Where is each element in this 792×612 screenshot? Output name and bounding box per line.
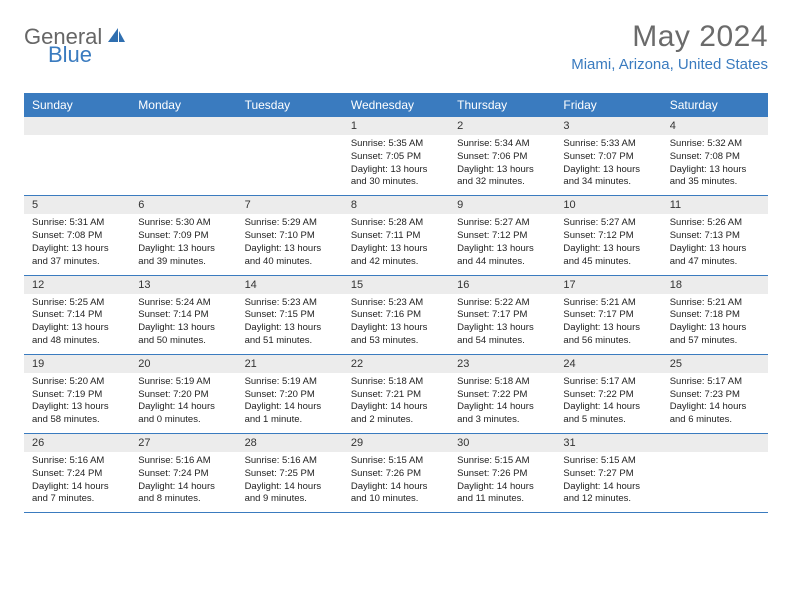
logo-text-2: Blue [48, 42, 92, 67]
day-number: 7 [237, 196, 343, 214]
day-number: 2 [449, 117, 555, 135]
day-content: Sunrise: 5:24 AM Sunset: 7:14 PM Dayligh… [130, 294, 236, 354]
content-row: Sunrise: 5:25 AM Sunset: 7:14 PM Dayligh… [24, 294, 768, 355]
day-number [237, 117, 343, 135]
day-number: 20 [130, 355, 236, 373]
day-content: Sunrise: 5:16 AM Sunset: 7:24 PM Dayligh… [130, 452, 236, 512]
month-title: May 2024 [571, 20, 768, 54]
day-number: 22 [343, 355, 449, 373]
day-content: Sunrise: 5:21 AM Sunset: 7:18 PM Dayligh… [662, 294, 768, 354]
day-content [24, 135, 130, 195]
day-number: 13 [130, 276, 236, 294]
day-content: Sunrise: 5:34 AM Sunset: 7:06 PM Dayligh… [449, 135, 555, 195]
day-number: 15 [343, 276, 449, 294]
day-number: 17 [555, 276, 661, 294]
day-content [130, 135, 236, 195]
day-number: 6 [130, 196, 236, 214]
day-content: Sunrise: 5:25 AM Sunset: 7:14 PM Dayligh… [24, 294, 130, 354]
day-content: Sunrise: 5:32 AM Sunset: 7:08 PM Dayligh… [662, 135, 768, 195]
day-number: 23 [449, 355, 555, 373]
day-number [24, 117, 130, 135]
day-content: Sunrise: 5:22 AM Sunset: 7:17 PM Dayligh… [449, 294, 555, 354]
sail-icon [106, 24, 126, 50]
day-content: Sunrise: 5:23 AM Sunset: 7:15 PM Dayligh… [237, 294, 343, 354]
day-number: 27 [130, 434, 236, 452]
day-content: Sunrise: 5:30 AM Sunset: 7:09 PM Dayligh… [130, 214, 236, 274]
day-number: 28 [237, 434, 343, 452]
content-row: Sunrise: 5:20 AM Sunset: 7:19 PM Dayligh… [24, 373, 768, 434]
content-row: Sunrise: 5:31 AM Sunset: 7:08 PM Dayligh… [24, 214, 768, 275]
calendar: SundayMondayTuesdayWednesdayThursdayFrid… [24, 93, 768, 513]
day-of-week-header: SundayMondayTuesdayWednesdayThursdayFrid… [24, 93, 768, 117]
logo-text-2-wrap: Blue [48, 42, 92, 68]
dow-cell: Thursday [449, 93, 555, 117]
day-content: Sunrise: 5:19 AM Sunset: 7:20 PM Dayligh… [237, 373, 343, 433]
day-number: 9 [449, 196, 555, 214]
day-number: 16 [449, 276, 555, 294]
day-number [662, 434, 768, 452]
dow-cell: Monday [130, 93, 236, 117]
day-content: Sunrise: 5:29 AM Sunset: 7:10 PM Dayligh… [237, 214, 343, 274]
day-content: Sunrise: 5:15 AM Sunset: 7:26 PM Dayligh… [449, 452, 555, 512]
day-content: Sunrise: 5:15 AM Sunset: 7:27 PM Dayligh… [555, 452, 661, 512]
location-text: Miami, Arizona, United States [571, 56, 768, 73]
day-content: Sunrise: 5:20 AM Sunset: 7:19 PM Dayligh… [24, 373, 130, 433]
dow-cell: Wednesday [343, 93, 449, 117]
day-number: 31 [555, 434, 661, 452]
dow-cell: Tuesday [237, 93, 343, 117]
day-content: Sunrise: 5:18 AM Sunset: 7:21 PM Dayligh… [343, 373, 449, 433]
daynum-row: 19202122232425 [24, 355, 768, 373]
day-number [130, 117, 236, 135]
day-content: Sunrise: 5:16 AM Sunset: 7:25 PM Dayligh… [237, 452, 343, 512]
day-number: 1 [343, 117, 449, 135]
day-number: 3 [555, 117, 661, 135]
header: General May 2024 Miami, Arizona, United … [24, 20, 768, 73]
day-number: 5 [24, 196, 130, 214]
day-content: Sunrise: 5:17 AM Sunset: 7:22 PM Dayligh… [555, 373, 661, 433]
day-number: 30 [449, 434, 555, 452]
day-number: 14 [237, 276, 343, 294]
day-number: 10 [555, 196, 661, 214]
day-content: Sunrise: 5:15 AM Sunset: 7:26 PM Dayligh… [343, 452, 449, 512]
day-content: Sunrise: 5:31 AM Sunset: 7:08 PM Dayligh… [24, 214, 130, 274]
dow-cell: Sunday [24, 93, 130, 117]
daynum-row: 262728293031 [24, 434, 768, 452]
dow-cell: Friday [555, 93, 661, 117]
content-row: Sunrise: 5:35 AM Sunset: 7:05 PM Dayligh… [24, 135, 768, 196]
day-content: Sunrise: 5:19 AM Sunset: 7:20 PM Dayligh… [130, 373, 236, 433]
day-number: 29 [343, 434, 449, 452]
dow-cell: Saturday [662, 93, 768, 117]
day-content: Sunrise: 5:35 AM Sunset: 7:05 PM Dayligh… [343, 135, 449, 195]
day-content: Sunrise: 5:27 AM Sunset: 7:12 PM Dayligh… [449, 214, 555, 274]
day-number: 18 [662, 276, 768, 294]
day-number: 12 [24, 276, 130, 294]
day-content: Sunrise: 5:18 AM Sunset: 7:22 PM Dayligh… [449, 373, 555, 433]
day-content: Sunrise: 5:26 AM Sunset: 7:13 PM Dayligh… [662, 214, 768, 274]
day-number: 25 [662, 355, 768, 373]
day-number: 11 [662, 196, 768, 214]
day-number: 21 [237, 355, 343, 373]
daynum-row: 1234 [24, 117, 768, 135]
day-number: 8 [343, 196, 449, 214]
day-content [662, 452, 768, 512]
day-content [237, 135, 343, 195]
content-row: Sunrise: 5:16 AM Sunset: 7:24 PM Dayligh… [24, 452, 768, 513]
day-content: Sunrise: 5:33 AM Sunset: 7:07 PM Dayligh… [555, 135, 661, 195]
day-number: 26 [24, 434, 130, 452]
day-content: Sunrise: 5:16 AM Sunset: 7:24 PM Dayligh… [24, 452, 130, 512]
day-number: 24 [555, 355, 661, 373]
day-content: Sunrise: 5:17 AM Sunset: 7:23 PM Dayligh… [662, 373, 768, 433]
day-content: Sunrise: 5:21 AM Sunset: 7:17 PM Dayligh… [555, 294, 661, 354]
day-number: 19 [24, 355, 130, 373]
day-content: Sunrise: 5:23 AM Sunset: 7:16 PM Dayligh… [343, 294, 449, 354]
day-content: Sunrise: 5:27 AM Sunset: 7:12 PM Dayligh… [555, 214, 661, 274]
day-content: Sunrise: 5:28 AM Sunset: 7:11 PM Dayligh… [343, 214, 449, 274]
daynum-row: 567891011 [24, 196, 768, 214]
day-number: 4 [662, 117, 768, 135]
daynum-row: 12131415161718 [24, 276, 768, 294]
